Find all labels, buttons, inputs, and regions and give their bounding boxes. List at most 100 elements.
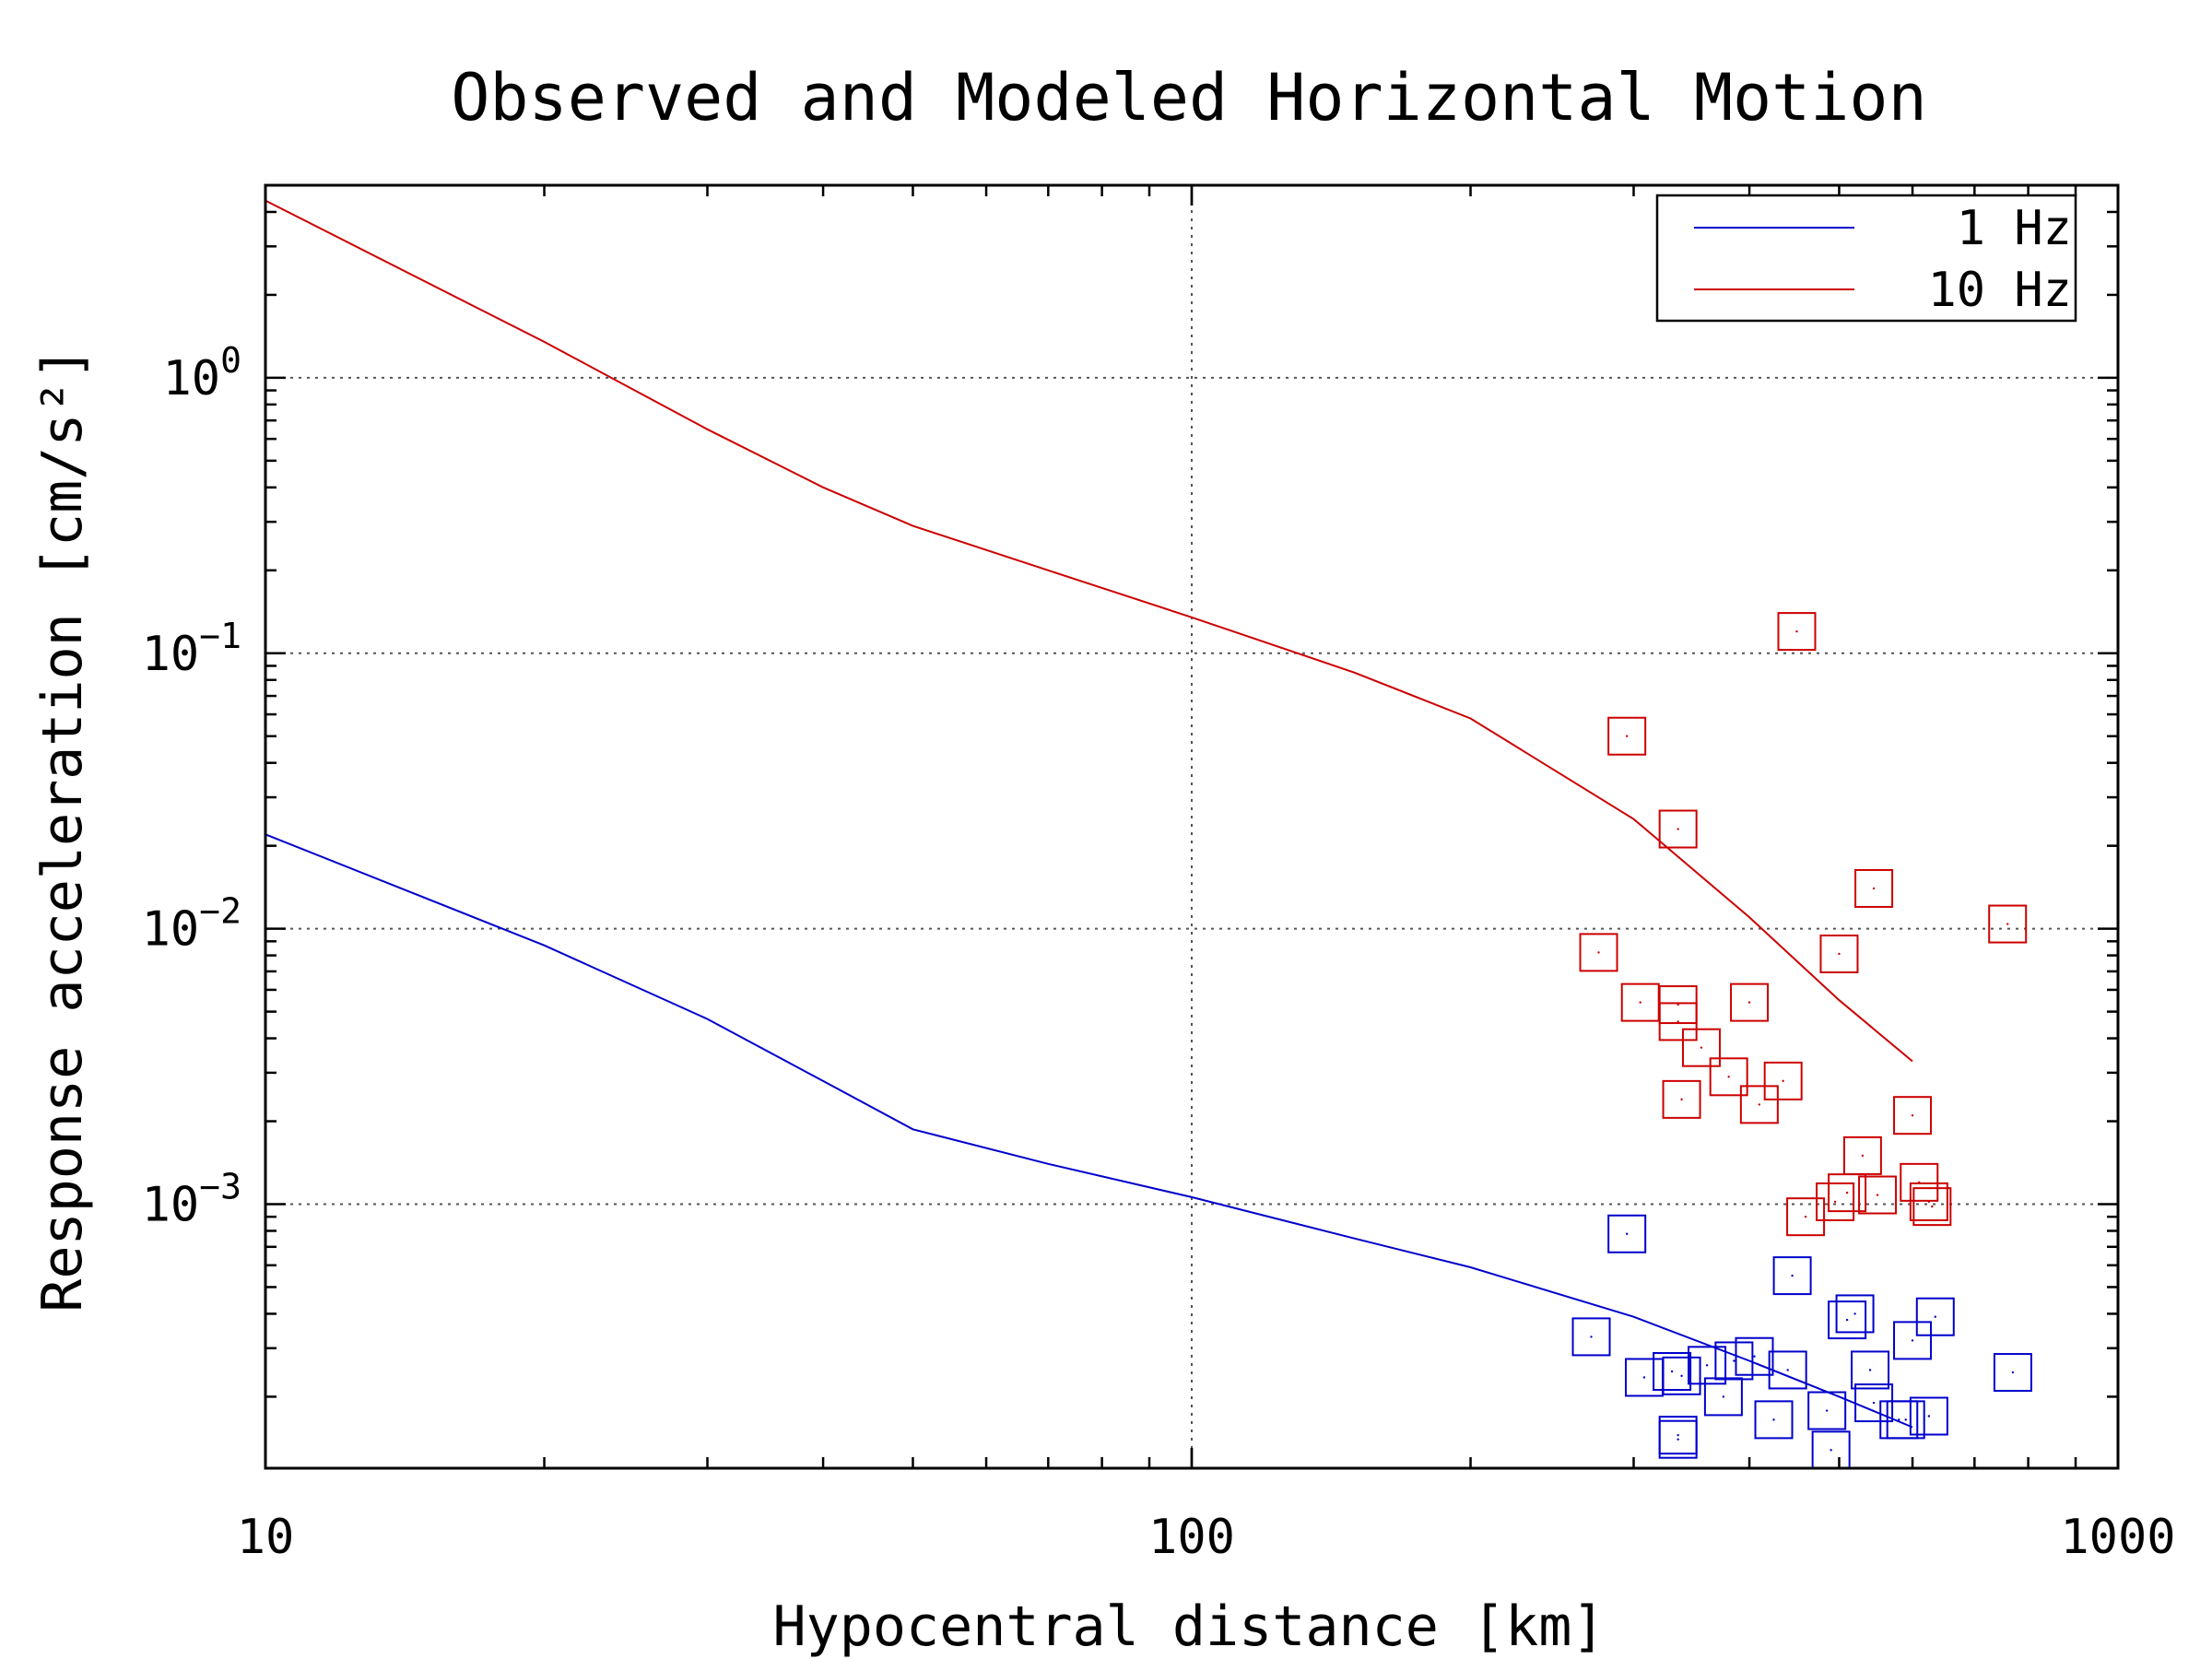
data-point [1835, 1294, 1875, 1334]
data-point [1828, 1300, 1867, 1340]
data-point [1703, 1377, 1743, 1417]
data-point-center [1705, 1364, 1709, 1367]
y-tick-label: 10−1 [142, 616, 241, 682]
data-point [1816, 1182, 1855, 1221]
data-point-center [2006, 923, 2009, 925]
data-point-center [1911, 1339, 1914, 1342]
data-point-center [1758, 1103, 1761, 1106]
data-point [1993, 1353, 2032, 1393]
data-point [1988, 904, 2028, 944]
data-point [1819, 934, 1859, 973]
data-point-center [1872, 887, 1876, 890]
data-point [1893, 1321, 1933, 1360]
data-point [1807, 1391, 1847, 1430]
data-point [1688, 1346, 1727, 1385]
data-point-center [1861, 1154, 1865, 1158]
data-point-center [1677, 1003, 1679, 1006]
data-point-center [1872, 1401, 1876, 1405]
data-point-center [1733, 1359, 1735, 1362]
data-point-center [1597, 951, 1600, 954]
data-point-center [1927, 1415, 1931, 1418]
data-point [1893, 1096, 1933, 1135]
grid [265, 185, 2118, 1468]
axis-ticks [264, 183, 2120, 1468]
x-tick-label: 100 [1148, 1510, 1235, 1565]
data-point [1754, 1400, 1794, 1440]
data-point-center [1927, 1200, 1931, 1204]
data-point [1842, 1135, 1882, 1175]
data-point [1772, 1256, 1812, 1296]
data-point-center [1911, 1114, 1914, 1117]
data-point [1886, 1400, 1925, 1440]
data-point-center [1625, 735, 1629, 737]
data-point [1912, 1187, 1952, 1227]
data-point [1681, 1028, 1721, 1067]
data-point [1915, 1297, 1955, 1336]
data-point [1662, 1079, 1701, 1119]
data-point-center [1868, 1369, 1872, 1371]
data-point [1909, 1182, 1948, 1221]
data-point [1909, 1396, 1948, 1436]
data-point-center [1680, 1098, 1683, 1101]
data-point-center [1825, 1409, 1829, 1412]
data-point [1658, 1002, 1698, 1041]
data-point [1714, 1341, 1754, 1381]
data-point-center [1677, 1020, 1679, 1023]
series-line-1 [265, 199, 1913, 1063]
data-point-center [1786, 1369, 1789, 1371]
data-point [1786, 1197, 1826, 1237]
data-point-center [1642, 1376, 1646, 1379]
tick-labels: 10 100 1000 10−3 10−2 10−1 100 [142, 340, 2176, 1565]
data-point-center [1791, 1274, 1794, 1277]
data-point [1579, 933, 1618, 972]
legend-label-1hz: 1 Hz [1957, 201, 2072, 256]
data-point [1768, 1350, 1807, 1390]
series-line-0 [265, 833, 1913, 1429]
x-tick-label: 1000 [2060, 1510, 2175, 1565]
y-tick-label: 10−3 [142, 1167, 241, 1233]
data-point [1658, 809, 1698, 849]
data-point [1658, 1419, 1698, 1459]
data-point [1662, 1356, 1701, 1395]
data-point-center [1795, 629, 1798, 633]
data-point-center [1934, 1315, 1936, 1318]
x-axis-label: Hypocentral distance [km] [772, 1594, 1605, 1659]
data-point-center [1639, 1001, 1641, 1004]
chart-title: Observed and Modeled Horizontal Motion [451, 60, 1926, 135]
data-point-center [1747, 1001, 1751, 1004]
data-point [1607, 1214, 1647, 1253]
data-point-center [1845, 1318, 1849, 1322]
data-point-center [1876, 1194, 1879, 1196]
data-point-center [1838, 952, 1841, 956]
data-point-center [1898, 1418, 1900, 1421]
data-point-center [1853, 1312, 1856, 1315]
x-tick-label: 10 [237, 1510, 295, 1565]
legend-label-10hz: 10 Hz [1927, 263, 2072, 318]
data-point-center [1670, 1370, 1674, 1373]
data-point [1854, 1383, 1894, 1423]
data-point-center [1677, 828, 1679, 830]
data-point-center [1904, 1418, 1907, 1421]
data-point [1858, 1175, 1898, 1215]
data-point-center [1677, 1438, 1679, 1441]
data-point [1854, 868, 1894, 908]
data-point-center [2011, 1371, 2015, 1374]
data-point [1851, 1350, 1890, 1390]
data-point-center [1772, 1418, 1775, 1421]
legend: 1 Hz 10 Hz [1655, 194, 2077, 323]
data-point-center [1830, 1449, 1832, 1452]
data-point [1735, 1336, 1774, 1376]
data-point [1653, 1352, 1692, 1392]
legend-box [1655, 194, 2077, 323]
data-point-center [1700, 1046, 1703, 1049]
data-point-center [1722, 1395, 1725, 1398]
data-point-center [1727, 1076, 1730, 1078]
data-point [1571, 1317, 1611, 1357]
data-point-center [1782, 1079, 1784, 1083]
data-point [1739, 1085, 1779, 1124]
y-tick-label: 100 [162, 340, 241, 406]
data-point-center [1833, 1200, 1837, 1204]
data-point [1763, 1061, 1803, 1100]
plot-area [265, 199, 2032, 1470]
